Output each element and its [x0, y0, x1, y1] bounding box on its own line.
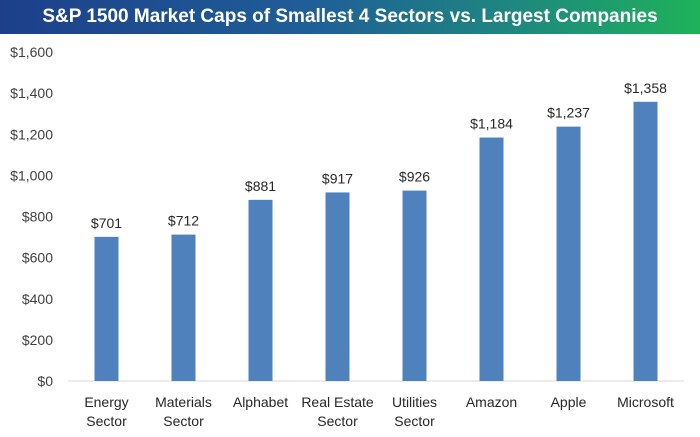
bar: [94, 236, 119, 381]
bar: [402, 190, 427, 381]
x-tick-label: Alphabet: [233, 394, 288, 410]
bar: [325, 192, 350, 381]
bar: [171, 234, 196, 381]
x-tick-label: Energy: [84, 394, 128, 410]
y-tick-label: $0: [37, 373, 53, 389]
chart-title: S&P 1500 Market Caps of Smallest 4 Secto…: [42, 6, 658, 27]
x-tick-label: Materials: [155, 394, 212, 410]
x-tick-label: Microsoft: [617, 394, 674, 410]
y-tick-label: $1,200: [10, 126, 53, 142]
y-tick-label: $200: [22, 332, 53, 348]
y-tick-label: $1,400: [10, 85, 53, 101]
x-tick-label: Sector: [394, 413, 435, 429]
x-tick-label: Utilities: [392, 394, 437, 410]
y-tick-label: $600: [22, 250, 53, 266]
data-label: $712: [168, 213, 199, 229]
y-tick-label: $800: [22, 209, 53, 225]
y-tick-label: $1,000: [10, 167, 53, 183]
y-tick-label: $1,600: [10, 44, 53, 60]
data-label: $917: [322, 170, 353, 186]
x-tick-label: Real Estate: [301, 394, 374, 410]
data-label: $701: [91, 215, 122, 231]
data-label: $1,358: [624, 80, 667, 96]
y-tick-label: $400: [22, 291, 53, 307]
x-tick-label: Amazon: [466, 394, 517, 410]
data-label: $1,184: [470, 116, 513, 132]
x-tick-label: Apple: [551, 394, 587, 410]
data-label: $926: [399, 169, 430, 185]
bar: [479, 137, 504, 381]
x-tick-label: Sector: [86, 413, 127, 429]
bar: [633, 101, 658, 381]
bar: [248, 199, 273, 381]
data-label: $881: [245, 178, 276, 194]
data-label: $1,237: [547, 105, 590, 121]
x-tick-label: Sector: [317, 413, 358, 429]
chart-title-bar: S&P 1500 Market Caps of Smallest 4 Secto…: [0, 0, 700, 34]
x-tick-label: Sector: [163, 413, 204, 429]
bar: [556, 126, 581, 381]
